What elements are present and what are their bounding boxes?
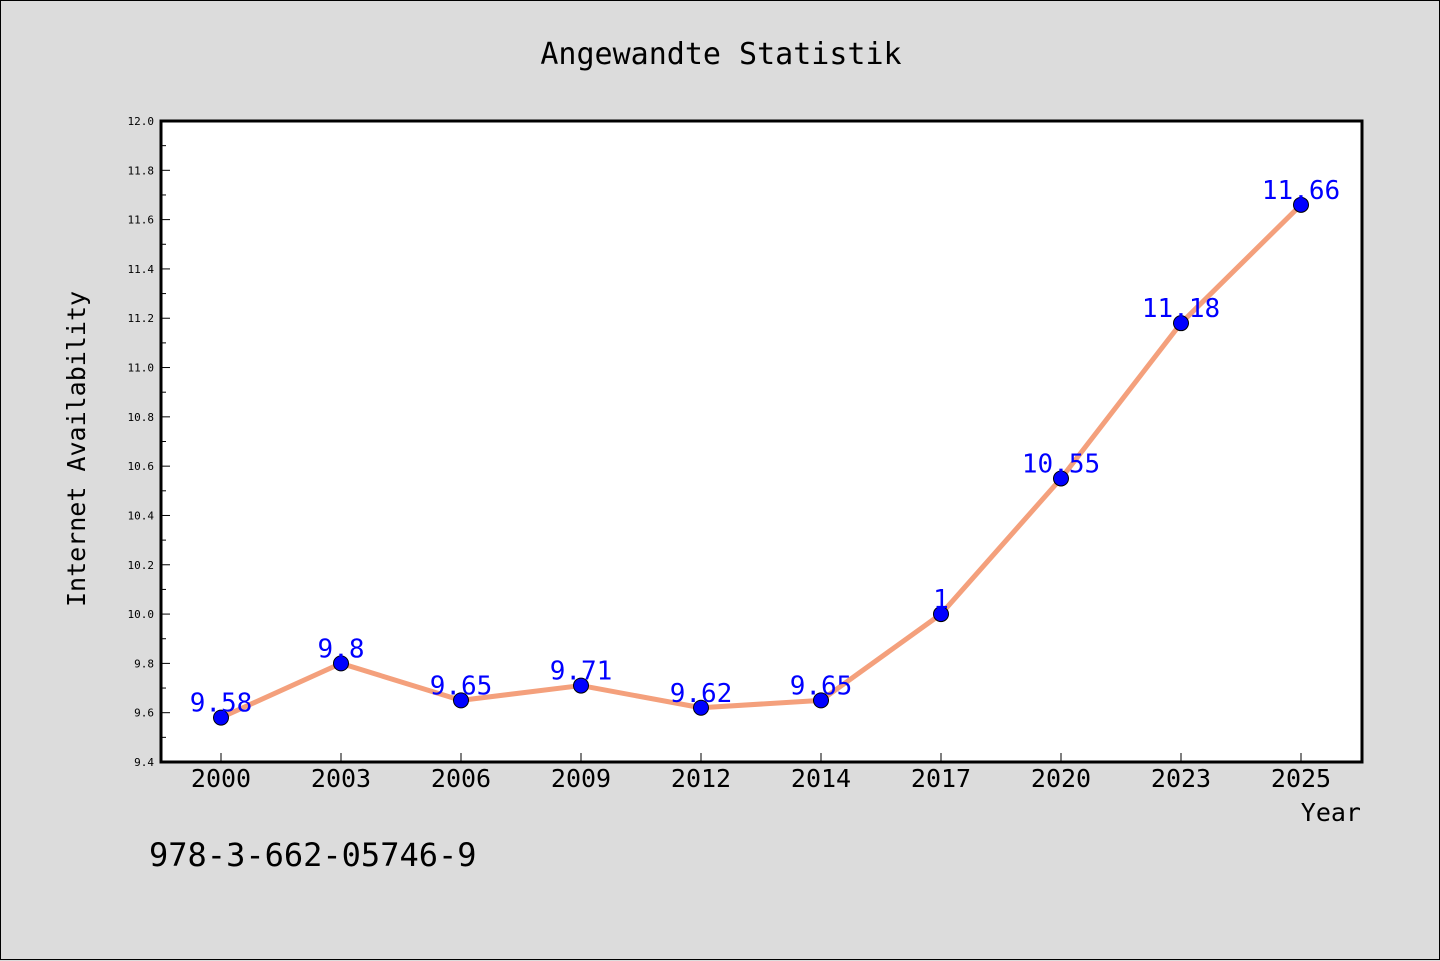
x-tick-label: 2012 [671,764,731,793]
y-tick-label: 10.2 [128,559,155,572]
data-label: 9.62 [670,679,733,709]
y-tick-label: 10.0 [128,608,155,621]
y-tick-label: 11.0 [128,362,155,375]
data-label: 9.71 [550,657,613,687]
y-axis: 9.4 9.6 9.8 10.0 10.2 10.4 10.6 10.8 11.0 11.2 11.… [128,115,170,769]
data-label: 9.8 [318,634,365,664]
data-point [813,692,829,709]
data-label: 1 [933,585,949,615]
series-markers [213,196,1309,726]
x-tick-label: 2009 [551,764,611,793]
x-tick-label: 2003 [311,764,371,793]
data-label: 11.18 [1142,294,1220,324]
x-tick-label: 2006 [431,764,491,793]
x-tick-label: 2023 [1151,764,1211,793]
x-tick-label: 2000 [191,764,251,793]
data-point [453,692,469,709]
isbn-footnote: 978-3-662-05746-9 [149,836,477,874]
y-tick-label: 12.0 [128,115,155,128]
data-point [933,606,949,623]
series-line [218,202,1304,721]
y-tick-label: 10.8 [128,411,155,424]
y-tick-label: 10.4 [128,509,155,522]
plot-area [159,119,1364,764]
x-tick-label: 2014 [791,764,851,793]
chart-title: Angewandte Statistik [540,37,901,72]
data-point [333,655,349,672]
y-tick-label: 9.8 [134,657,154,670]
series-polyline [218,202,1304,721]
y-tick-label: 11.8 [128,164,155,177]
y-tick-label: 11.4 [128,263,155,276]
y-axis-label: Internet Availability [62,291,91,607]
y-tick-label: 11.2 [128,312,155,325]
data-label: 9.65 [790,671,853,701]
data-point [573,677,589,694]
x-axis: 2000 2003 2006 2009 2012 2014 2017 2020 2023 2025 [191,753,1331,793]
x-axis-label: Year [1301,798,1361,827]
data-point [1053,470,1069,487]
data-point [213,709,229,726]
data-label: 11.66 [1262,176,1340,206]
data-label: 9.65 [430,671,493,701]
x-tick-label: 2020 [1031,764,1091,793]
y-tick-label: 9.6 [134,707,154,720]
data-label: 9.58 [190,689,253,719]
y-tick-label: 9.4 [134,756,154,769]
y-tick-label: 11.6 [128,214,155,227]
data-labels: 9.58 9.8 9.65 9.71 9.62 9.65 1 10.55 11.18 11.66 [190,176,1340,719]
data-label: 10.55 [1022,449,1100,479]
data-point [1173,315,1189,332]
data-point [1293,196,1309,213]
y-tick-label: 10.6 [128,460,155,473]
data-point [693,699,709,716]
x-tick-label: 2025 [1271,764,1331,793]
x-tick-label: 2017 [911,764,971,793]
